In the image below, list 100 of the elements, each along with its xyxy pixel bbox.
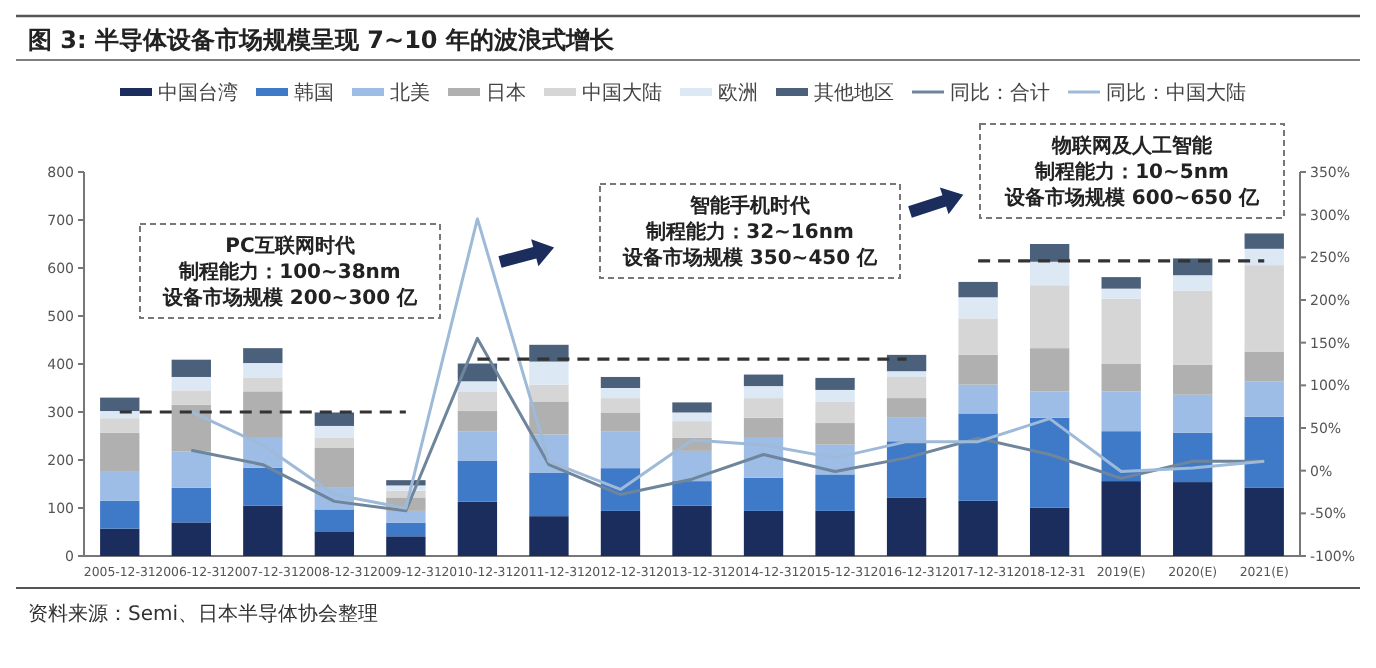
annotation: 设备市场规模 350~450 亿 — [620, 246, 880, 270]
bar — [1101, 481, 1141, 556]
bar — [100, 528, 140, 556]
bar — [314, 509, 355, 532]
bar — [743, 510, 784, 556]
bar — [243, 505, 283, 556]
bar — [1244, 351, 1284, 382]
annotation: 智能手机时代 — [688, 194, 810, 218]
bar — [1029, 261, 1070, 286]
bar — [1101, 391, 1141, 432]
bar — [1101, 277, 1141, 289]
bar — [886, 417, 927, 442]
bar — [600, 376, 641, 388]
bar — [1101, 298, 1141, 364]
bar — [529, 361, 569, 385]
bar — [457, 381, 498, 392]
bar — [1244, 416, 1284, 488]
text: 资料来源：Semi、日本半导体协会整理 — [28, 602, 379, 626]
legend-label: 其他地区 — [814, 81, 894, 105]
bar — [243, 467, 283, 506]
bar — [672, 450, 712, 482]
bar — [672, 421, 712, 438]
bar — [171, 376, 211, 391]
bar — [886, 371, 927, 377]
bar — [243, 391, 283, 438]
bar — [1244, 248, 1284, 266]
bar — [529, 516, 569, 556]
bar — [100, 500, 140, 529]
bar — [1173, 290, 1213, 365]
bar — [314, 412, 355, 426]
annotation: 制程能力：32~16nm — [644, 220, 854, 244]
bar — [1101, 363, 1141, 392]
bar — [958, 318, 998, 355]
bar — [100, 418, 140, 433]
bar — [457, 391, 498, 412]
bar — [1173, 482, 1213, 556]
bar — [600, 431, 641, 469]
bar — [958, 413, 998, 501]
bar — [1029, 348, 1070, 392]
bar — [171, 359, 211, 377]
bar — [1173, 364, 1213, 395]
annotation: 设备市场规模 200~300 亿 — [160, 286, 420, 310]
bar — [815, 510, 855, 556]
bar — [958, 297, 998, 319]
bar — [386, 510, 426, 523]
bar — [1173, 394, 1213, 433]
bar — [457, 460, 498, 502]
bar — [457, 411, 498, 432]
bar — [886, 376, 927, 399]
bar — [243, 348, 283, 364]
bar — [314, 437, 355, 448]
bar — [1244, 381, 1284, 417]
bar — [171, 390, 211, 405]
bar — [672, 505, 712, 556]
bar — [672, 481, 712, 506]
bar — [1101, 288, 1141, 299]
bar — [171, 451, 211, 488]
bar — [1029, 285, 1070, 349]
bar — [314, 448, 355, 488]
bar — [529, 401, 569, 435]
bar — [815, 423, 855, 445]
annotation: PC互联网时代 — [225, 234, 355, 258]
bar — [958, 281, 998, 298]
bar — [386, 522, 426, 537]
bar — [600, 398, 641, 413]
bar — [171, 487, 211, 523]
legend-label: 韩国 — [294, 81, 334, 105]
bar — [886, 398, 927, 418]
bar — [529, 472, 569, 517]
bar — [100, 471, 140, 501]
bar — [529, 384, 569, 402]
bar — [886, 497, 927, 556]
legend-label: 日本 — [486, 81, 526, 105]
annotation: 设备市场规模 600~650 亿 — [1002, 186, 1262, 210]
bar — [386, 536, 426, 556]
bar — [1029, 507, 1070, 556]
bar — [243, 377, 283, 392]
legend-label: 北美 — [390, 81, 430, 105]
bar — [743, 417, 784, 438]
bar — [457, 431, 498, 461]
bar — [815, 389, 855, 402]
bar — [743, 398, 784, 418]
legend-label: 中国大陆 — [582, 81, 662, 105]
bar — [1244, 233, 1284, 249]
bar — [815, 377, 855, 390]
bar — [171, 522, 211, 556]
bar — [314, 532, 355, 556]
bar — [600, 388, 641, 399]
bar — [815, 474, 855, 511]
bar — [743, 477, 784, 511]
bar — [1244, 487, 1284, 556]
bar — [314, 425, 355, 438]
bar — [600, 510, 641, 556]
bar — [1029, 391, 1070, 418]
bar — [672, 412, 712, 422]
bar — [958, 354, 998, 385]
bar — [743, 374, 784, 387]
bar — [243, 363, 283, 378]
bar — [100, 397, 140, 412]
text: 物联网及人工智能 — [1050, 134, 1214, 158]
